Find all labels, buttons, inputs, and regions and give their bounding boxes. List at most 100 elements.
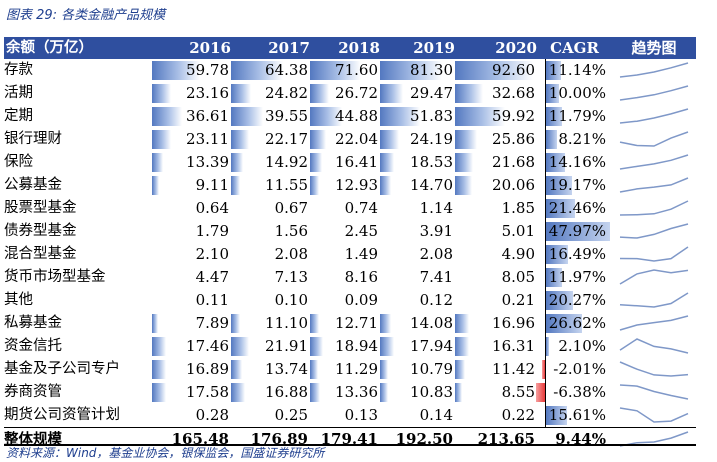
value-text: 0.67 bbox=[274, 199, 308, 217]
trend-cell bbox=[612, 82, 696, 105]
row-label: 整体规模 bbox=[4, 431, 62, 448]
trend-cell bbox=[612, 128, 696, 151]
header-year: 2018 bbox=[338, 39, 380, 57]
trend-cell bbox=[612, 174, 696, 197]
value-text: 16.31 bbox=[492, 337, 535, 355]
source-note: 资料来源：Wind，基金业协会，银保监会，国盛证券研究所 bbox=[6, 446, 325, 460]
value-text: 12.93 bbox=[335, 176, 378, 194]
sparkline-path bbox=[619, 315, 689, 331]
table-row: 资金信托 17.46 21.91 18.94 17.94 16.31 2.10% bbox=[4, 335, 696, 358]
value-cell: 64.38 bbox=[231, 59, 310, 82]
value-text: 8.05 bbox=[501, 268, 535, 286]
value-cell: 10.83 bbox=[380, 381, 455, 404]
cagr-bar bbox=[546, 61, 561, 80]
data-bar bbox=[152, 130, 171, 149]
value-text: 11.29 bbox=[335, 360, 378, 378]
value-cell: 13.36 bbox=[310, 381, 380, 404]
value-text: 1.79 bbox=[195, 222, 229, 240]
value-text: 179.41 bbox=[320, 430, 378, 448]
value-cell: 2.08 bbox=[380, 243, 455, 266]
value-cell: 92.60 bbox=[455, 59, 537, 82]
sparkline-path bbox=[619, 407, 689, 423]
cagr-text: -2.01% bbox=[553, 360, 606, 378]
value-cell: 179.41 bbox=[310, 428, 380, 451]
value-cell: 22.17 bbox=[231, 128, 310, 151]
sparkline-path bbox=[619, 108, 689, 124]
data-bar bbox=[310, 314, 319, 333]
data-bar bbox=[152, 153, 163, 172]
data-bar bbox=[310, 107, 342, 126]
cagr-cell: 26.62% bbox=[537, 312, 612, 335]
value-cell: 18.53 bbox=[380, 151, 455, 174]
trend-cell bbox=[612, 197, 696, 220]
header-year: 2020 bbox=[495, 39, 537, 57]
sparkline-path bbox=[619, 361, 689, 377]
value-cell: 13.39 bbox=[152, 151, 231, 174]
value-cell: 7.41 bbox=[380, 266, 455, 289]
value-cell: 29.47 bbox=[380, 82, 455, 105]
trend-cell bbox=[612, 243, 696, 266]
sparkline-path bbox=[619, 85, 689, 101]
data-bar bbox=[380, 360, 388, 379]
row-label: 其他 bbox=[4, 292, 33, 308]
sparkline bbox=[619, 154, 689, 170]
cagr-axis bbox=[545, 82, 546, 105]
value-text: 16.96 bbox=[492, 314, 535, 332]
sparkline bbox=[619, 223, 689, 239]
value-cell: 0.14 bbox=[380, 404, 455, 427]
cagr-cell: -6.38% bbox=[536, 381, 612, 404]
sparkline-path bbox=[619, 431, 689, 447]
value-text: 2.08 bbox=[274, 245, 308, 263]
value-text: 64.38 bbox=[265, 61, 308, 79]
cagr-axis bbox=[545, 312, 546, 335]
data-bar bbox=[231, 153, 243, 172]
cagr-text: 11.79% bbox=[548, 107, 606, 125]
value-cell: 13.74 bbox=[231, 358, 310, 381]
value-text: 23.16 bbox=[186, 84, 229, 102]
sparkline bbox=[619, 292, 689, 308]
data-bar bbox=[380, 314, 391, 333]
row-label: 债券型基金 bbox=[4, 223, 77, 239]
data-bar bbox=[310, 337, 323, 356]
data-bar bbox=[152, 383, 166, 402]
cagr-bar bbox=[546, 199, 575, 218]
table-row: 存款 59.78 64.38 71.60 81.30 92.60 11.14% bbox=[4, 59, 696, 82]
data-bar bbox=[231, 383, 245, 402]
row-label: 银行理财 bbox=[4, 131, 62, 147]
value-cell: 22.04 bbox=[310, 128, 380, 151]
sparkline-path bbox=[619, 131, 689, 147]
sparkline bbox=[619, 269, 689, 285]
cagr-text: 11.97% bbox=[548, 268, 606, 286]
value-text: 24.19 bbox=[410, 130, 453, 148]
data-bar bbox=[152, 360, 166, 379]
cagr-text: 21.46% bbox=[548, 199, 606, 217]
value-cell: 36.61 bbox=[152, 105, 231, 128]
row-label: 货币市场型基金 bbox=[4, 269, 106, 285]
data-bar bbox=[455, 61, 533, 80]
value-cell: 0.64 bbox=[152, 197, 231, 220]
cagr-text: 47.97% bbox=[548, 222, 606, 240]
data-bar bbox=[455, 84, 483, 103]
trend-cell bbox=[612, 428, 696, 451]
value-text: 0.28 bbox=[195, 406, 229, 424]
value-text: 5.01 bbox=[501, 222, 535, 240]
value-cell: 213.65 bbox=[455, 428, 537, 451]
data-bar bbox=[231, 84, 251, 103]
value-cell: 4.90 bbox=[455, 243, 537, 266]
table-row: 其他 0.11 0.10 0.09 0.12 0.21 20.27% bbox=[4, 289, 696, 312]
cagr-bar bbox=[546, 222, 610, 241]
cagr-bar bbox=[546, 406, 567, 425]
value-text: 0.21 bbox=[501, 291, 535, 309]
value-cell: 1.49 bbox=[310, 243, 380, 266]
cagr-cell: 11.97% bbox=[537, 266, 612, 289]
cagr-text: -6.38% bbox=[553, 383, 606, 401]
table-row: 活期 23.16 24.82 26.72 29.47 32.68 10.00% bbox=[4, 82, 696, 105]
value-text: 3.91 bbox=[419, 222, 453, 240]
data-bar bbox=[310, 61, 361, 80]
value-text: 0.11 bbox=[195, 291, 229, 309]
row-label: 活期 bbox=[4, 85, 33, 101]
data-bar bbox=[231, 360, 242, 379]
data-bar bbox=[310, 84, 329, 103]
value-text: 59.78 bbox=[186, 61, 229, 79]
data-bar bbox=[231, 130, 249, 149]
